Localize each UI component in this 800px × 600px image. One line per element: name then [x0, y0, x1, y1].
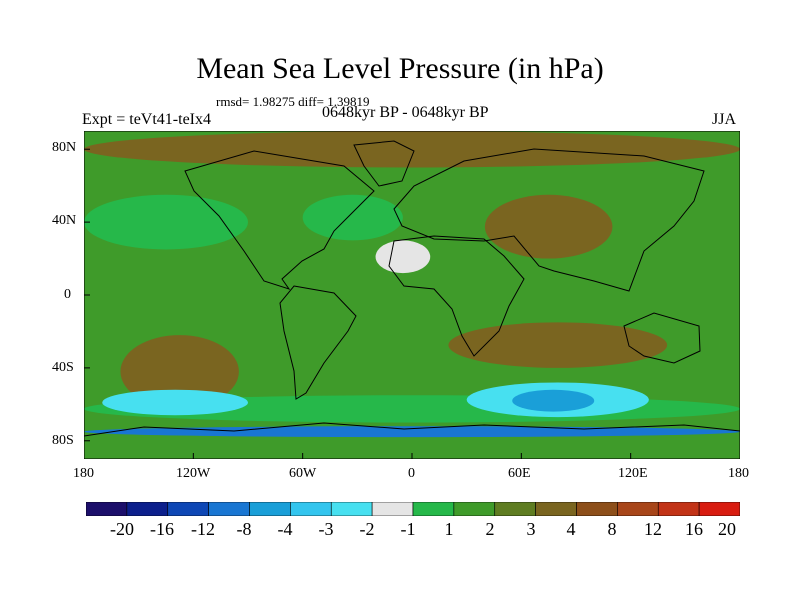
stats-label: rmsd= 1.98275 diff= 1.39819 [216, 94, 370, 109]
coastline-australia [623, 312, 701, 364]
colorbar-swatch [86, 502, 128, 516]
colorbar-label: 1 [444, 519, 454, 539]
pressure-region [120, 335, 239, 408]
pressure-region [302, 194, 403, 241]
colorbar-swatch [698, 502, 740, 516]
colorbar [86, 502, 740, 516]
pressure-region [102, 389, 248, 416]
lon-tick-label: 120E [618, 466, 648, 481]
coastline-south-america [279, 285, 357, 400]
lat-tick-label: 40S [52, 360, 74, 375]
lat-tick-label: 0 [64, 287, 71, 302]
lon-tick-label: 120W [176, 466, 211, 481]
season-label: JJA [712, 111, 737, 128]
colorbar-label: 20 [718, 519, 736, 539]
lon-tick-label: 0 [408, 466, 415, 481]
pressure-region [84, 426, 740, 438]
colorbar-swatch [126, 502, 169, 516]
pressure-region [375, 240, 431, 274]
experiment-label: Expt = teVt41-teIx4 [82, 111, 211, 128]
colorbar-label: -20 [110, 519, 134, 539]
lon-tick-label: 60E [508, 466, 531, 481]
coastline-greenland [353, 140, 415, 187]
colorbar-label: 12 [644, 519, 662, 539]
pressure-region [84, 194, 248, 250]
colorbar-swatch [249, 502, 291, 516]
colorbar-label: 8 [607, 519, 617, 539]
pressure-region [484, 194, 613, 259]
colorbar-label: 4 [566, 519, 576, 539]
coastlines [84, 140, 740, 437]
colorbar-label: 16 [685, 519, 703, 539]
coastline-antarctica [84, 422, 740, 437]
pressure-map [84, 131, 740, 459]
pressure-region [84, 131, 740, 168]
colorbar-swatch [371, 502, 414, 516]
coastline-eurasia [393, 148, 705, 292]
pressure-regions [84, 131, 740, 459]
colorbar-label: -4 [277, 519, 293, 539]
map-title: Mean Sea Level Pressure (in hPa) [196, 52, 604, 85]
colorbar-label: 3 [526, 519, 536, 539]
lon-tick-label: 180 [73, 466, 94, 481]
colorbar-swatch [657, 502, 700, 516]
colorbar-label: -3 [318, 519, 334, 539]
colorbar-swatch [535, 502, 577, 516]
colorbar-swatch [617, 502, 659, 516]
coastline-north-america [184, 150, 375, 290]
period-label: 0648kyr BP - 0648kyr BP [322, 104, 489, 121]
colorbar-label: -8 [236, 519, 252, 539]
pressure-region [448, 322, 668, 368]
lat-tick-label: 80N [52, 140, 77, 155]
colorbar-swatch [494, 502, 536, 516]
lon-tick-label: 180 [728, 466, 749, 481]
colorbar-label: -1 [400, 519, 416, 539]
colorbar-swatch [290, 502, 332, 516]
lat-tick-label: 80S [52, 433, 74, 448]
colorbar-swatch [453, 502, 496, 516]
colorbar-swatch [208, 502, 250, 516]
colorbar-swatch [330, 502, 373, 516]
colorbar-swatch [412, 502, 455, 516]
colorbar-label: -2 [359, 519, 375, 539]
colorbar-swatch [576, 502, 618, 516]
colorbar-swatch [167, 502, 209, 516]
coastline-africa [388, 235, 525, 357]
pressure-region [512, 389, 595, 412]
colorbar-label: -16 [150, 519, 174, 539]
colorbar-label: 2 [485, 519, 495, 539]
lat-tick-label: 40N [52, 213, 77, 228]
colorbar-label: -12 [191, 519, 215, 539]
lon-tick-label: 60W [289, 466, 317, 481]
